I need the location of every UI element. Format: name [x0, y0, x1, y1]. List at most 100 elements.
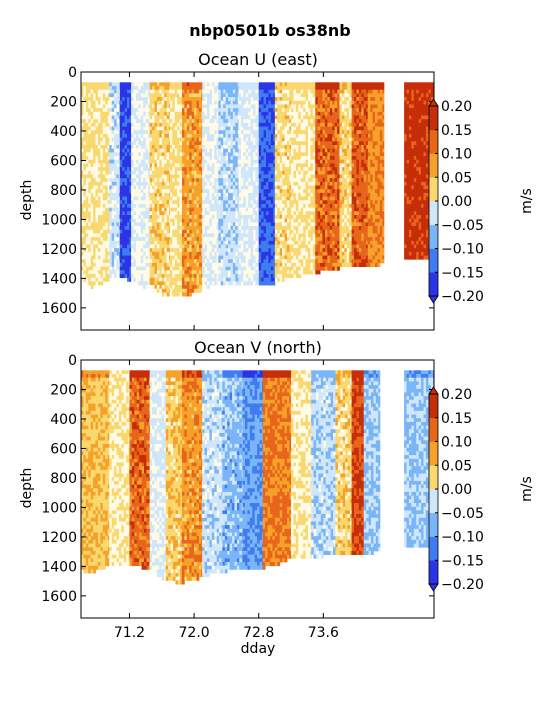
heatmap-cell — [124, 159, 128, 164]
heatmap-cell — [111, 192, 115, 197]
heatmap-cell — [105, 93, 109, 98]
heatmap-cell — [149, 181, 153, 186]
heatmap-cell — [148, 115, 151, 120]
heatmap-cell — [149, 237, 153, 242]
heatmap-cell — [100, 244, 104, 249]
heatmap-cell — [143, 108, 147, 113]
heatmap-cell — [268, 185, 272, 190]
heatmap-cell — [204, 108, 208, 113]
heatmap-cell — [235, 141, 239, 146]
heatmap-cell — [237, 244, 239, 249]
heatmap-cell — [149, 266, 153, 271]
heatmap-cell — [245, 281, 249, 286]
heatmap-cell — [119, 203, 123, 209]
heatmap-cell — [204, 170, 208, 175]
heatmap-cell — [232, 115, 236, 120]
heatmap-cell — [159, 82, 163, 87]
heatmap-cell — [156, 273, 160, 279]
heatmap-cell — [277, 174, 281, 179]
heatmap-cell — [284, 211, 288, 216]
heatmap-cell — [143, 237, 147, 242]
heatmap-cell — [169, 215, 171, 220]
heatmap-cell — [184, 126, 188, 131]
heatmap-cell — [90, 104, 94, 109]
heatmap-cell — [93, 266, 96, 271]
heatmap-cell — [159, 163, 163, 168]
heatmap-cell — [268, 259, 272, 264]
heatmap-cell — [238, 104, 242, 109]
heatmap-cell — [133, 137, 137, 142]
heatmap-cell — [148, 255, 151, 260]
heatmap-cell — [258, 111, 262, 116]
heatmap-cell — [232, 251, 236, 256]
heatmap-cell — [237, 262, 239, 268]
heatmap-cell — [140, 244, 144, 249]
heatmap-cell — [161, 192, 165, 197]
heatmap-cell — [214, 266, 218, 271]
heatmap-cell — [122, 222, 126, 227]
heatmap-cell — [211, 273, 215, 279]
heatmap-cell — [184, 277, 188, 282]
heatmap-cell — [263, 119, 267, 124]
heatmap-cell — [282, 137, 285, 142]
heatmap-cell — [177, 170, 180, 175]
heatmap-cell — [279, 270, 283, 275]
heatmap-cell — [88, 185, 92, 190]
heatmap-cell — [174, 200, 178, 205]
heatmap-cell — [204, 178, 208, 183]
heatmap-cell — [273, 181, 276, 186]
heatmap-cell — [228, 200, 231, 205]
heatmap-cell — [204, 148, 208, 153]
heatmap-cell — [177, 229, 180, 234]
heatmap-cell — [228, 237, 231, 242]
heatmap-cell — [81, 156, 84, 161]
heatmap-cell — [161, 288, 165, 293]
heatmap-cell — [202, 196, 205, 201]
heatmap-cell — [85, 119, 89, 124]
heatmap-cell — [216, 104, 219, 109]
heatmap-cell — [181, 144, 185, 150]
heatmap-cell — [270, 203, 274, 209]
heatmap-cell — [263, 137, 267, 142]
heatmap-cell — [138, 126, 142, 131]
heatmap-cell — [186, 82, 190, 87]
heatmap-cell — [273, 189, 276, 194]
heatmap-cell — [261, 115, 264, 120]
heatmap-cell — [161, 178, 165, 183]
heatmap-cell — [273, 244, 276, 249]
heatmap-cell — [169, 222, 171, 227]
heatmap-cell — [83, 122, 87, 127]
heatmap-cell — [243, 144, 247, 150]
heatmap-cell — [207, 277, 210, 282]
heatmap-cell — [85, 167, 89, 172]
heatmap-cell — [207, 133, 210, 139]
heatmap-cell — [119, 167, 123, 172]
heatmap-cell — [159, 122, 163, 127]
heatmap-cell — [261, 89, 264, 94]
heatmap-cell — [159, 156, 163, 161]
heatmap-cell — [140, 130, 144, 135]
heatmap-cell — [148, 163, 151, 168]
heatmap-cell — [255, 104, 259, 109]
heatmap-cell — [143, 262, 147, 268]
heatmap-cell — [131, 226, 134, 231]
heatmap-cell — [97, 207, 101, 212]
heatmap-cell — [149, 229, 153, 234]
heatmap-cell — [156, 196, 160, 201]
heatmap-cell — [223, 185, 226, 190]
heatmap-cell — [122, 237, 126, 242]
heatmap-cell — [248, 119, 252, 124]
heatmap-cell — [202, 237, 205, 242]
heatmap-cell — [255, 251, 259, 256]
heatmap-cell — [250, 133, 254, 139]
heatmap-cell — [169, 130, 173, 135]
heatmap-cell — [184, 108, 188, 113]
heatmap-cell — [172, 137, 176, 142]
heatmap-cell — [228, 178, 231, 183]
heatmap-cell — [263, 141, 267, 146]
heatmap-cell — [235, 93, 239, 98]
heatmap-cell — [184, 273, 188, 279]
heatmap-cell — [240, 130, 244, 135]
heatmap-cell — [164, 133, 168, 139]
heatmap-cell — [179, 115, 183, 120]
